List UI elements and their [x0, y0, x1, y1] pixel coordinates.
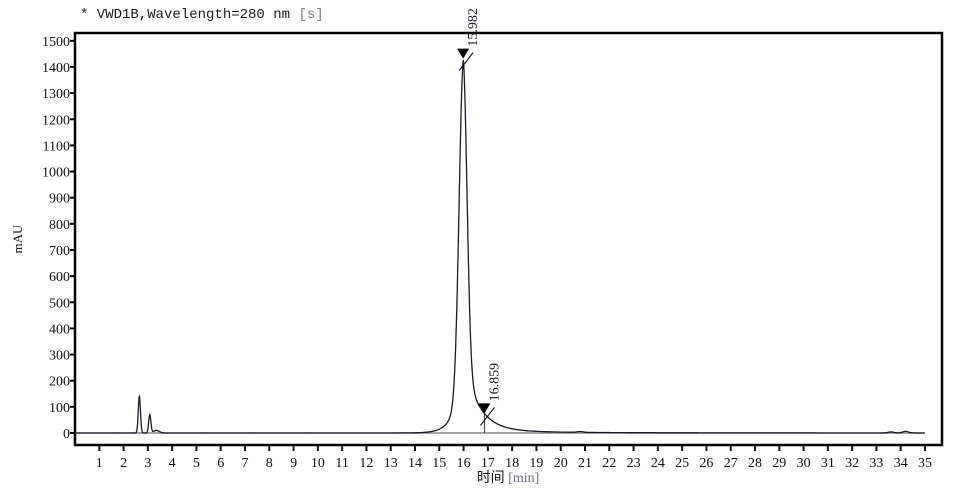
x-tick-label: 21: [578, 456, 592, 471]
y-axis-label: mAU: [10, 224, 25, 254]
x-tick-label: 27: [724, 456, 738, 471]
y-tick-label: 1300: [42, 87, 70, 102]
x-tick-label: 35: [918, 456, 932, 471]
x-tick-label: 19: [529, 456, 543, 471]
y-tick-label: 1400: [42, 61, 70, 76]
x-tick-label: 16: [457, 456, 471, 471]
y-tick-label: 1100: [43, 139, 70, 154]
y-tick-label: 900: [49, 192, 70, 207]
x-tick-label: 6: [217, 456, 224, 471]
y-tick-label: 1000: [42, 166, 70, 181]
x-axis-unit: [min]: [508, 471, 539, 486]
x-tick-label: 9: [290, 456, 297, 471]
x-tick-label: 25: [675, 456, 689, 471]
x-axis-label-text: 时间: [477, 470, 505, 486]
peak-marker-triangle-icon: [457, 48, 470, 59]
x-tick-label: 11: [335, 456, 348, 471]
peak-tick: [480, 407, 495, 426]
y-tick-label: 600: [49, 270, 70, 285]
y-tick-label: 700: [49, 244, 70, 259]
x-tick-label: 13: [384, 456, 398, 471]
x-tick-label: 8: [266, 456, 273, 471]
peak-label: 16.859: [487, 363, 502, 402]
x-tick-label: 3: [144, 456, 151, 471]
y-tick-label: 0: [63, 427, 70, 442]
x-tick-label: 24: [651, 456, 665, 471]
chart-title-text: * VWD1B,Wavelength=280 nm: [80, 7, 291, 23]
y-tick-label: 100: [49, 401, 70, 416]
y-tick-label: 1500: [42, 35, 70, 50]
x-tick-label: 18: [505, 456, 519, 471]
x-tick-label: 33: [869, 456, 883, 471]
x-axis-label: 时间 [min]: [477, 470, 540, 486]
x-tick-label: 1: [96, 456, 103, 471]
x-tick-label: 5: [193, 456, 200, 471]
peak-label: 15.982: [466, 8, 481, 47]
peak-tick: [458, 52, 474, 71]
plot-frame: [73, 31, 944, 447]
y-tick-label: 400: [49, 322, 70, 337]
x-tick-label: 20: [554, 456, 568, 471]
x-tick-label: 10: [311, 456, 325, 471]
x-tick-label: 29: [772, 456, 786, 471]
x-tick-label: 14: [408, 456, 422, 471]
y-axis-ticks: 0 100 200 300 400 500 600 700 800 900 1000 1100 1200…: [42, 35, 75, 442]
x-tick-label: 30: [797, 456, 811, 471]
x-tick-label: 32: [845, 456, 859, 471]
x-tick-label: 15: [432, 456, 446, 471]
x-tick-label: 7: [242, 456, 249, 471]
y-tick-label: 300: [49, 349, 70, 364]
y-tick-label: 200: [49, 375, 70, 390]
x-tick-label: 28: [748, 456, 762, 471]
y-tick-label: 800: [49, 218, 70, 233]
peak-markers: 15.982 16.859: [457, 8, 502, 433]
x-tick-label: 17: [481, 456, 495, 471]
x-tick-label: 34: [894, 456, 908, 471]
x-tick-label: 26: [699, 456, 713, 471]
chart-title: * VWD1B,Wavelength=280 nm [s]: [80, 7, 324, 23]
x-axis-ticks: 1 2 3 4 5 6 7 8 9 10 11 12 13 14 15 16 17 18 19 20 21 22 23 24 2…: [96, 445, 932, 471]
y-tick-label: 500: [49, 296, 70, 311]
x-tick-label: 12: [359, 456, 373, 471]
chromatogram-trace: [75, 59, 925, 434]
chart-title-suffix: [s]: [298, 7, 324, 23]
peak-marker-triangle-icon: [478, 403, 491, 414]
x-tick-label: 2: [120, 456, 127, 471]
x-tick-label: 22: [602, 456, 616, 471]
x-tick-label: 4: [169, 456, 176, 471]
x-tick-label: 31: [821, 456, 835, 471]
x-tick-label: 23: [627, 456, 641, 471]
y-tick-label: 1200: [42, 113, 70, 128]
